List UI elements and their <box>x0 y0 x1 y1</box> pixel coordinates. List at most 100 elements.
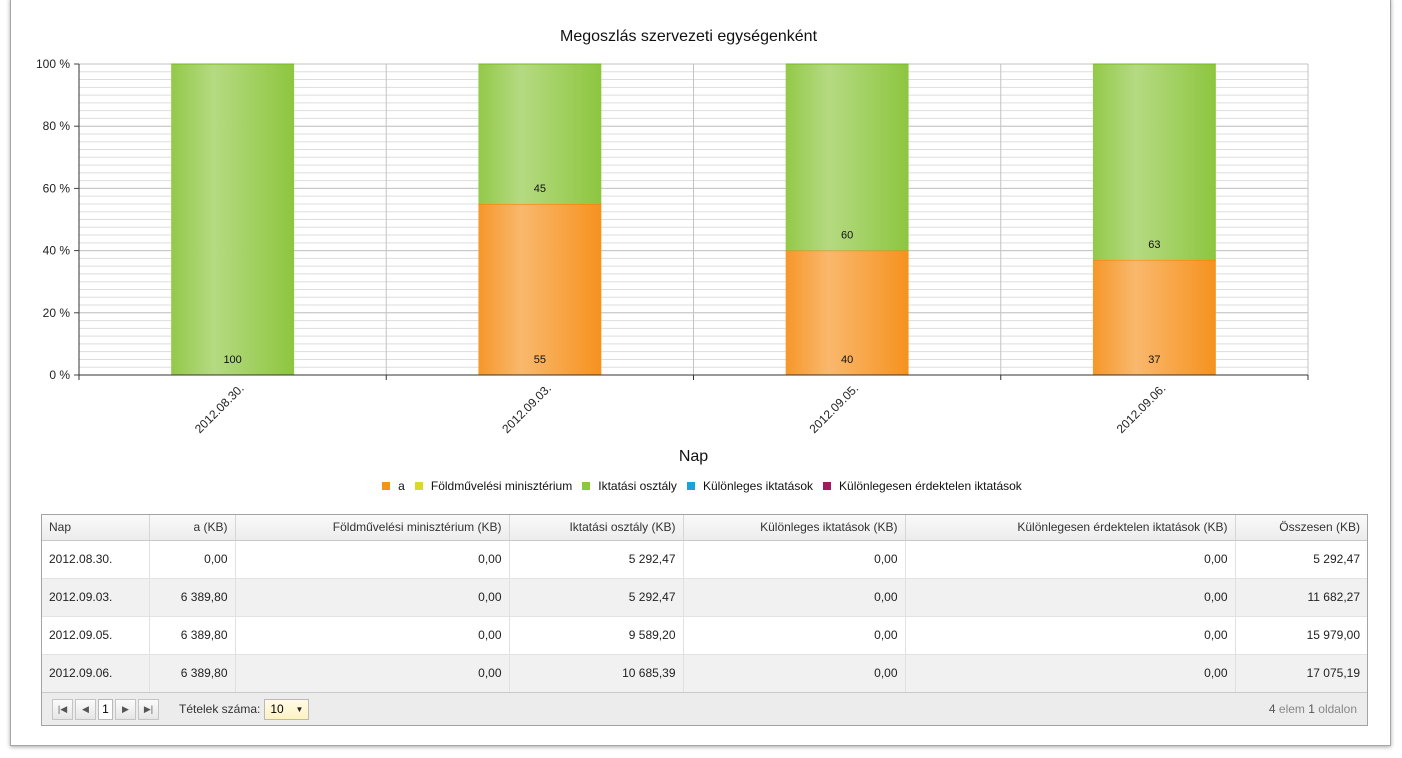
legend-item[interactable]: a <box>382 479 405 493</box>
current-page-field[interactable]: 1 <box>98 698 113 720</box>
column-header-kulonlegesen-erdektelen[interactable]: Különlegesen érdektelen iktatások (KB) <box>905 515 1236 541</box>
table-cell: 0,00 <box>683 654 906 693</box>
data-label: 55 <box>534 354 546 366</box>
table-cell: 0,00 <box>905 578 1236 617</box>
x-tick-label: 2012.08.30. <box>192 381 247 436</box>
next-page-icon[interactable]: ▶ <box>115 698 136 720</box>
table-cell: 2012.08.30. <box>42 540 150 579</box>
legend-label: Különleges iktatások <box>702 479 814 493</box>
last-page-icon[interactable]: ▶| <box>138 698 159 720</box>
table-cell: 5 292,47 <box>509 578 684 617</box>
legend-swatch <box>582 482 591 490</box>
chart-legend: a Földművelési minisztérium Iktatási osztá… <box>11 479 1393 493</box>
bar-segment <box>1092 64 1216 260</box>
table-cell: 6 389,80 <box>149 654 236 693</box>
chevron-down-icon: ▼ <box>295 704 304 714</box>
table-cell: 0,00 <box>235 540 510 579</box>
page-size-value: 10 <box>270 702 284 716</box>
bar-segment <box>171 64 295 375</box>
table-cell: 9 589,20 <box>509 616 684 655</box>
bar-segment <box>785 250 909 375</box>
page-size-label: Tételek száma: <box>179 702 261 716</box>
table-cell: 6 389,80 <box>149 616 236 655</box>
table-cell: 0,00 <box>149 540 236 579</box>
prev-page-icon[interactable]: ◀ <box>75 698 96 720</box>
table-row[interactable]: 2012.09.06. 6 389,80 0,00 10 685,39 0,00… <box>42 654 1367 693</box>
pager-info-pages-word: oldalon <box>1318 702 1357 716</box>
data-label: 63 <box>1148 239 1160 251</box>
y-tick-label: 0 % <box>49 368 70 382</box>
x-tick-label: 2012.09.03. <box>499 381 554 436</box>
legend-item[interactable]: Különlegesen érdektelen iktatások <box>823 479 1022 493</box>
legend-label: a <box>398 479 405 493</box>
data-label: 100 <box>223 354 241 366</box>
legend-item[interactable]: Iktatási osztály <box>582 479 677 493</box>
x-axis-title: Nap <box>679 448 708 465</box>
column-header-iktatasi[interactable]: Iktatási osztály (KB) <box>509 515 684 541</box>
column-header-osszesen[interactable]: Összesen (KB) <box>1235 515 1367 541</box>
table-cell: 0,00 <box>683 578 906 617</box>
column-header-kulonleges[interactable]: Különleges iktatások (KB) <box>683 515 906 541</box>
x-tick-label: 2012.09.06. <box>1114 381 1169 436</box>
legend-item[interactable]: Földművelési minisztérium <box>414 479 573 493</box>
table-cell: 17 075,19 <box>1235 654 1367 693</box>
table-cell: 0,00 <box>683 540 906 579</box>
bar-segment <box>478 203 602 375</box>
data-label: 40 <box>841 354 853 366</box>
y-tick-label: 60 % <box>43 181 71 195</box>
table-cell: 0,00 <box>905 616 1236 655</box>
bar-segment <box>478 64 602 204</box>
y-tick-label: 80 % <box>43 119 71 133</box>
table-row[interactable]: 2012.09.05. 6 389,80 0,00 9 589,20 0,00 … <box>42 616 1367 655</box>
table-cell: 2012.09.03. <box>42 578 150 617</box>
table-cell: 0,00 <box>905 540 1236 579</box>
table-cell: 11 682,27 <box>1235 578 1367 617</box>
table-cell: 2012.09.05. <box>42 616 150 655</box>
legend-swatch <box>823 482 832 490</box>
pager: |◀ ◀ 1 ▶ ▶| Tételek száma: 10 ▼ 4 elem 1… <box>42 692 1367 725</box>
table-header-row: Nap a (KB) Földművelési minisztérium (KB… <box>42 515 1367 541</box>
table-cell: 0,00 <box>235 616 510 655</box>
y-tick-label: 20 % <box>43 306 71 320</box>
page-size-select[interactable]: 10 ▼ <box>264 698 310 720</box>
chart-title: Megoszlás szervezeti egységenként <box>560 28 818 45</box>
y-tick-label: 100 % <box>36 57 70 71</box>
table-row[interactable]: 2012.08.30. 0,00 0,00 5 292,47 0,00 0,00… <box>42 540 1367 579</box>
table-cell: 5 292,47 <box>509 540 684 579</box>
y-tick-label: 40 % <box>43 244 71 258</box>
table-cell: 0,00 <box>235 654 510 693</box>
table-cell: 0,00 <box>905 654 1236 693</box>
legend-swatch <box>686 482 695 490</box>
table-cell: 6 389,80 <box>149 578 236 617</box>
table-cell: 5 292,47 <box>1235 540 1367 579</box>
legend-swatch <box>382 482 391 490</box>
legend-label: Földművelési minisztérium <box>430 479 573 493</box>
table-cell: 0,00 <box>235 578 510 617</box>
report-panel: Megoszlás szervezeti egységenként 0 % 20 %… <box>10 0 1391 746</box>
x-tick-label: 2012.09.05. <box>807 381 862 436</box>
legend-item[interactable]: Különleges iktatások <box>686 479 814 493</box>
data-label: 60 <box>841 230 853 242</box>
table-cell: 10 685,39 <box>509 654 684 693</box>
data-grid: Nap a (KB) Földművelési minisztérium (KB… <box>41 514 1368 726</box>
pager-info-page: 1 <box>1308 702 1315 716</box>
column-header-a[interactable]: a (KB) <box>149 515 236 541</box>
data-label: 45 <box>534 183 546 195</box>
column-header-foldmuvelesi[interactable]: Földművelési minisztérium (KB) <box>235 515 510 541</box>
pager-info: 4 elem 1 oldalon <box>1269 702 1357 716</box>
first-page-icon[interactable]: |◀ <box>52 698 73 720</box>
pager-info-items-word: elem <box>1278 702 1305 716</box>
data-table: Nap a (KB) Földművelési minisztérium (KB… <box>42 515 1367 693</box>
table-cell: 0,00 <box>683 616 906 655</box>
stacked-bar-chart: Megoszlás szervezeti egységenként 0 % 20 %… <box>36 28 1309 465</box>
data-label: 37 <box>1148 354 1160 366</box>
pager-info-count: 4 <box>1268 702 1276 716</box>
bar-segment <box>1092 259 1216 375</box>
table-cell: 2012.09.06. <box>42 654 150 693</box>
table-cell: 15 979,00 <box>1235 616 1367 655</box>
table-row[interactable]: 2012.09.03. 6 389,80 0,00 5 292,47 0,00 … <box>42 578 1367 617</box>
legend-swatch <box>414 482 423 490</box>
legend-label: Különlegesen érdektelen iktatások <box>839 479 1022 493</box>
bar-segment <box>785 64 909 251</box>
column-header-nap[interactable]: Nap <box>42 515 150 541</box>
